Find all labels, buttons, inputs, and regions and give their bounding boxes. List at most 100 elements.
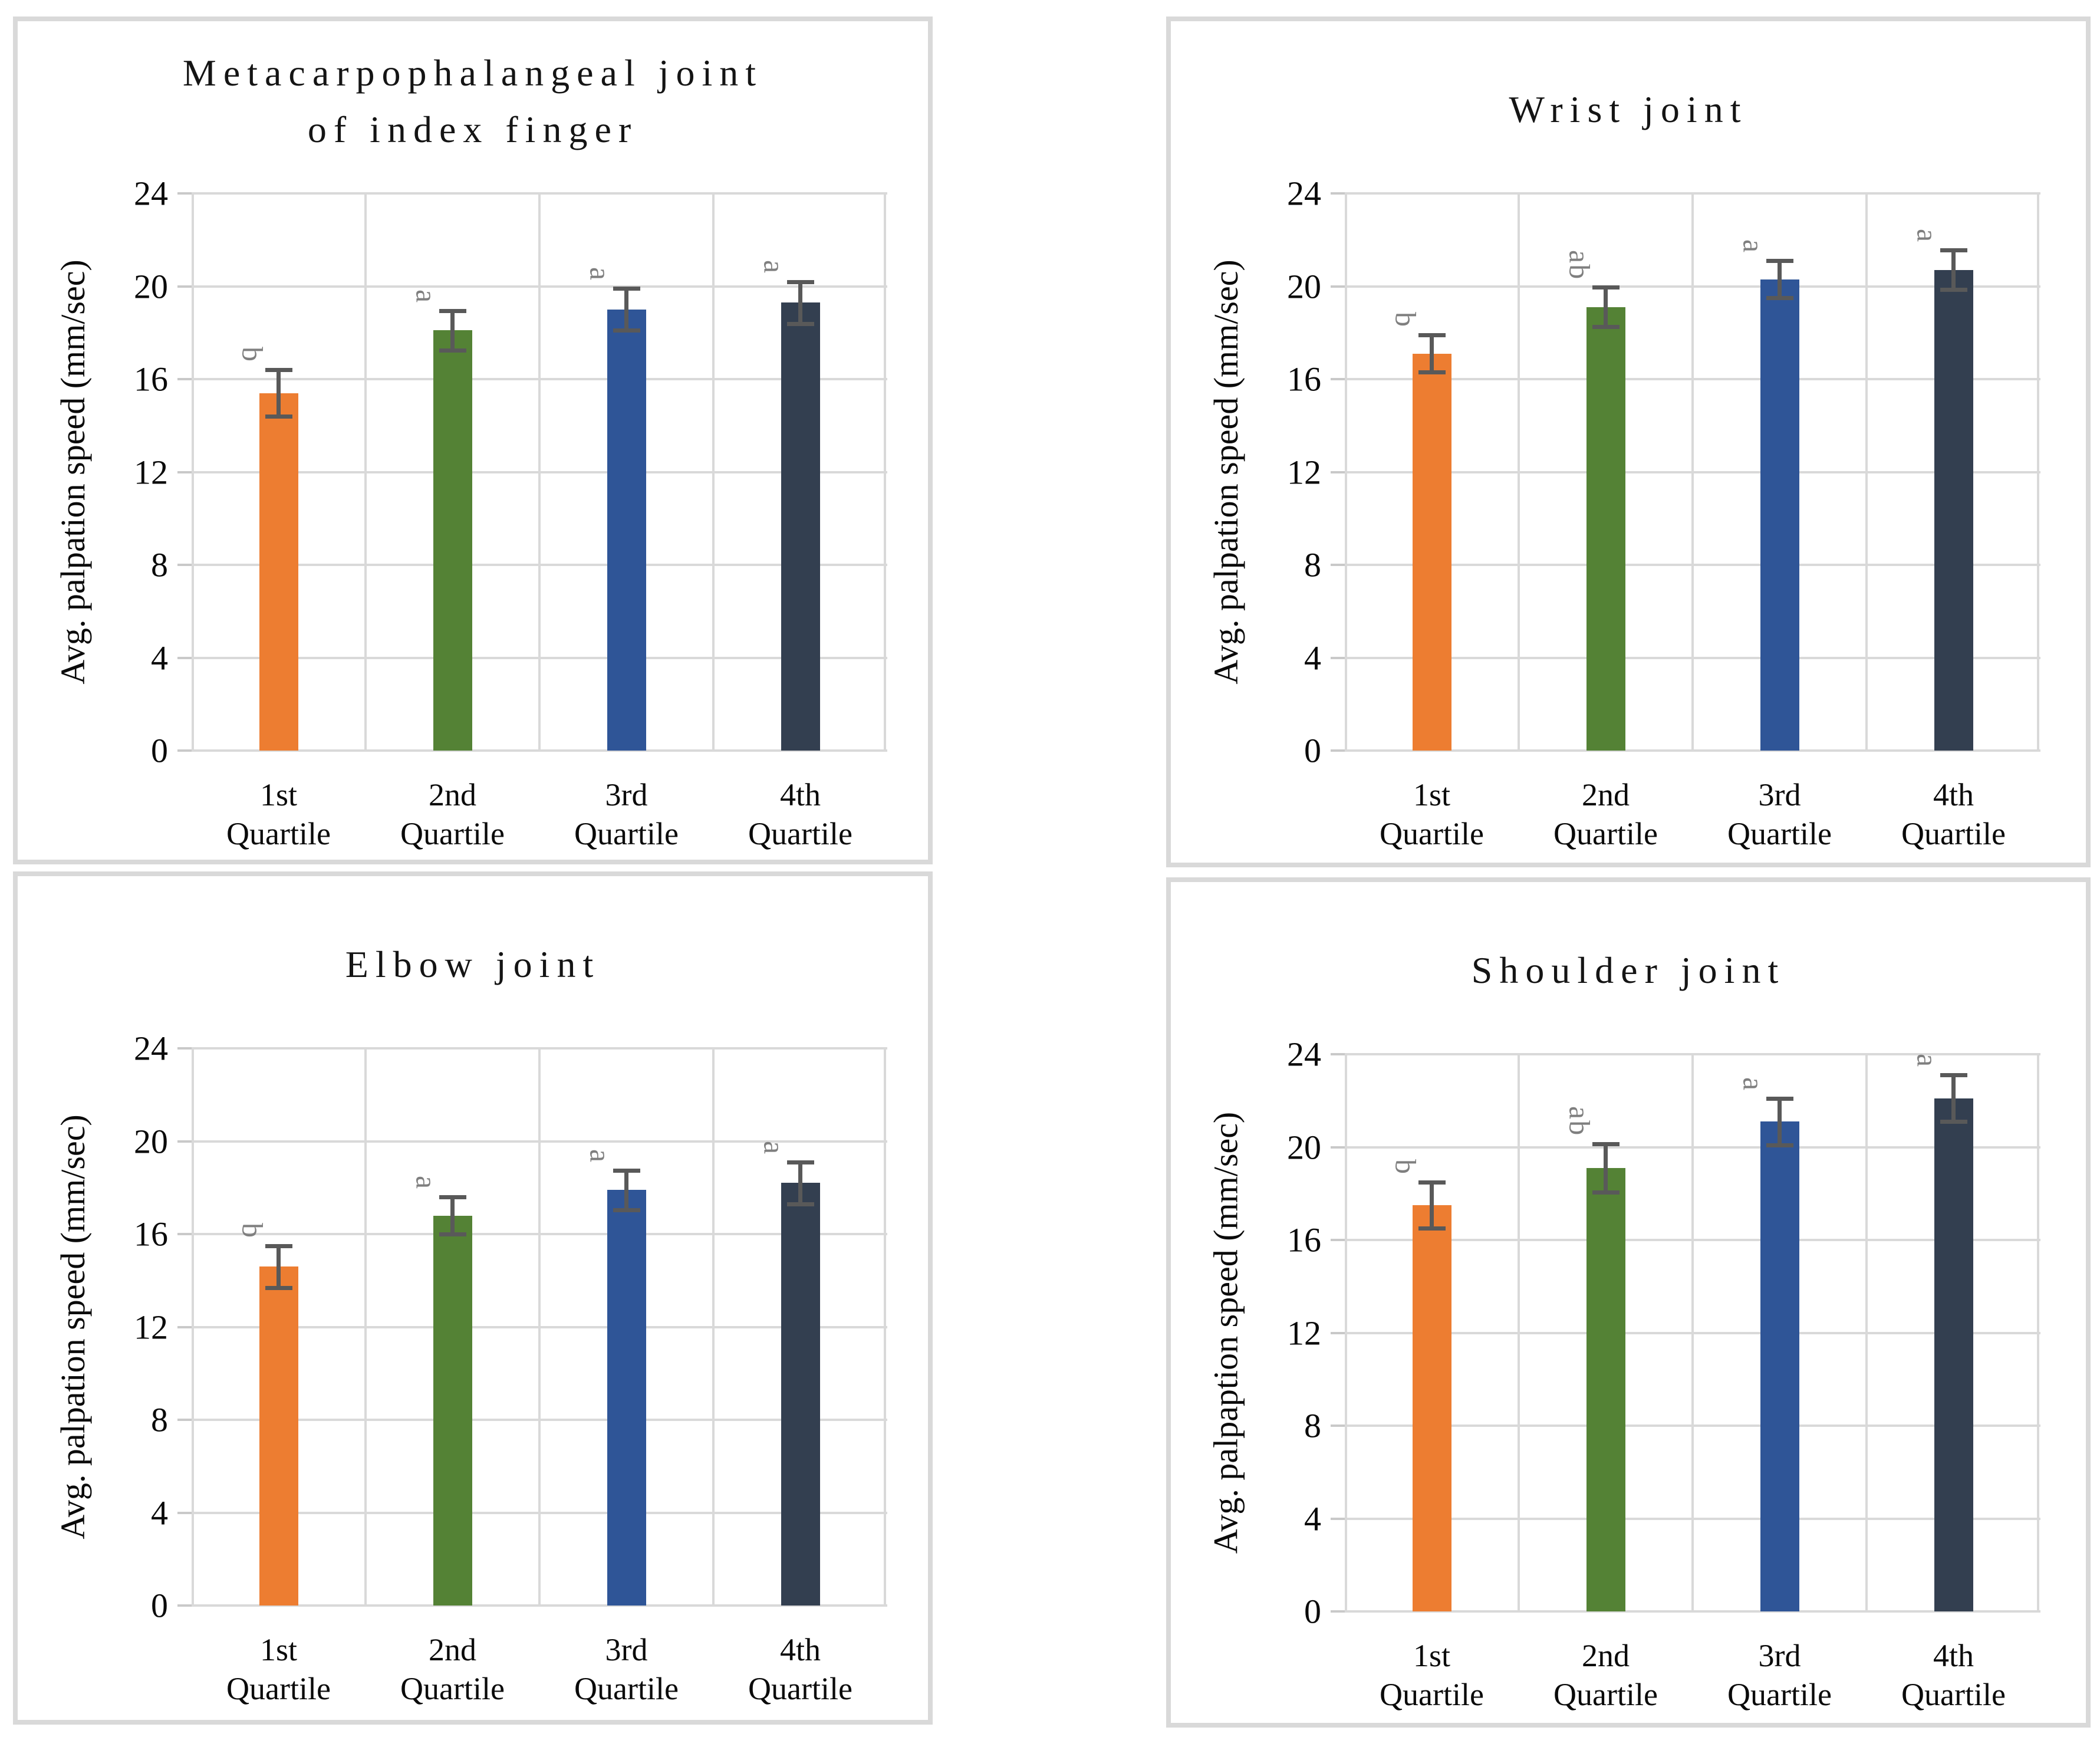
gridline-vertical — [884, 1048, 886, 1606]
x-tick-label-line-2: Quartile — [226, 816, 331, 851]
x-tick-label: 4th Quartile — [1867, 1636, 2040, 1714]
error-bar-cap-top — [439, 1195, 466, 1199]
x-tick-label-line-2: Quartile — [226, 1671, 331, 1706]
x-tick-label-line-2: Quartile — [748, 1671, 852, 1706]
y-tick-label: 20 — [1287, 1128, 1321, 1166]
error-bar-cap-top — [1766, 1096, 1793, 1101]
x-tick-label-line-1: 3rd — [1758, 1638, 1801, 1673]
y-tick-label: 12 — [1287, 453, 1321, 491]
y-axis-tick-mark — [1331, 749, 1345, 752]
x-tick-label-line-1: 4th — [779, 777, 821, 812]
bar-4th-quartile — [1934, 269, 1973, 751]
x-tick-label: 2nd Quartile — [1519, 775, 1693, 853]
error-bar-line — [1951, 250, 1956, 290]
x-tick-label-line-2: Quartile — [1727, 1677, 1832, 1712]
significance-letter: b — [236, 347, 269, 363]
y-axis-tick-mark — [177, 656, 192, 659]
bar-2nd-quartile — [433, 330, 472, 751]
error-bar-cap-bottom — [265, 414, 292, 419]
panel-elbow-joint: Elbow joint Avg. palpation speed (mm/sec… — [13, 871, 933, 1725]
y-tick-label: 0 — [1304, 1592, 1321, 1631]
error-bar-cap-bottom — [613, 328, 640, 333]
x-tick-label: 4th Quartile — [1867, 775, 2040, 853]
significance-letter: a — [584, 267, 617, 282]
bar-3rd-quartile — [607, 309, 646, 751]
error-bar-line — [1778, 1098, 1782, 1145]
y-tick-label: 4 — [1304, 1499, 1321, 1538]
x-tick-label: 3rd Quartile — [1693, 1636, 1867, 1714]
error-bar-cap-top — [265, 1243, 292, 1248]
error-bar-cap-bottom — [265, 1285, 292, 1290]
significance-letter: a — [1737, 1077, 1770, 1091]
gridline-vertical — [1518, 193, 1520, 751]
y-axis-tick-mark — [177, 192, 192, 195]
x-tick-label: 3rd Quartile — [539, 775, 713, 853]
error-bar-cap-bottom — [1418, 1226, 1446, 1231]
y-tick-label: 4 — [1304, 639, 1321, 677]
x-tick-label-line-2: Quartile — [748, 816, 852, 851]
x-tick-label-line-1: 3rd — [605, 1632, 648, 1667]
y-axis-tick-mark — [1331, 564, 1345, 566]
error-bar-line — [1604, 1143, 1608, 1193]
gridline-vertical — [364, 193, 367, 751]
y-axis-tick-mark — [177, 1419, 192, 1421]
error-bar-line — [1778, 261, 1782, 298]
y-tick-label: 4 — [151, 639, 168, 677]
gridline-vertical — [1691, 1054, 1694, 1611]
x-tick-label: 2nd Quartile — [1519, 1636, 1693, 1714]
gridline-vertical — [538, 193, 541, 751]
x-tick-label-line-1: 1st — [1413, 777, 1451, 812]
gridline-horizontal — [192, 1604, 887, 1607]
error-bar-line — [450, 310, 455, 350]
gridline-vertical — [1865, 193, 1868, 751]
bar-4th-quartile — [781, 1183, 820, 1606]
error-bar-cap-bottom — [1940, 1120, 1967, 1124]
y-tick-label: 8 — [151, 545, 168, 584]
chart-title-line-2: of index finger — [307, 108, 638, 150]
x-tick-label-line-2: Quartile — [400, 1671, 505, 1706]
y-tick-label: 12 — [134, 1308, 168, 1346]
significance-letter: a — [758, 1140, 791, 1155]
error-bar-cap-bottom — [786, 1202, 814, 1206]
error-bar-cap-top — [1592, 285, 1620, 290]
gridline-vertical — [2037, 193, 2039, 751]
x-tick-label-line-2: Quartile — [1380, 816, 1484, 851]
gridline-vertical — [192, 193, 194, 751]
y-axis-tick-mark — [177, 285, 192, 288]
y-tick-label: 16 — [1287, 360, 1321, 399]
bar-3rd-quartile — [607, 1190, 646, 1606]
y-tick-label: 0 — [151, 731, 168, 770]
bar-2nd-quartile — [1586, 1167, 1625, 1611]
x-tick-label-line-1: 2nd — [1582, 1638, 1630, 1673]
y-axis-tick-mark — [1331, 192, 1345, 195]
x-tick-label-line-1: 2nd — [1582, 777, 1630, 812]
significance-letter: a — [410, 289, 443, 304]
y-tick-label: 8 — [151, 1400, 168, 1439]
error-bar-line — [1951, 1075, 1956, 1122]
plot-area: 0 4 8 12 16 20 24 b 1st Quartile a 2nd Quartile a 3rd Q… — [134, 1029, 887, 1706]
error-bar-cap-top — [1592, 1141, 1620, 1146]
gridline-vertical — [712, 193, 715, 751]
chart-title: Shoulder joint — [1171, 942, 2086, 999]
x-tick-label: 4th Quartile — [713, 1630, 887, 1708]
error-bar-line — [277, 370, 281, 416]
significance-letter: b — [1389, 312, 1423, 328]
significance-letter: b — [236, 1222, 269, 1239]
y-axis-tick-mark — [177, 1511, 192, 1514]
x-tick-label-line-1: 3rd — [605, 777, 648, 812]
x-tick-label: 4th Quartile — [713, 775, 887, 853]
y-axis-tick-mark — [177, 1233, 192, 1235]
error-bar-cap-top — [786, 279, 814, 284]
significance-letter: a — [1911, 229, 1944, 244]
plot-area: 0 4 8 12 16 20 24 b 1st Quartile ab 2nd Quartile a 3rd… — [1287, 1035, 2040, 1712]
y-axis-tick-mark — [1331, 1425, 1345, 1427]
x-tick-label-line-1: 3rd — [1758, 777, 1801, 812]
y-tick-label: 16 — [134, 1215, 168, 1254]
error-bar-cap-bottom — [786, 321, 814, 326]
bar-1st-quartile — [1412, 1205, 1451, 1611]
chart-title: Elbow joint — [18, 936, 928, 993]
x-tick-label-line-2: Quartile — [574, 816, 679, 851]
gridline-vertical — [1345, 193, 1347, 751]
bar-4th-quartile — [1934, 1098, 1973, 1611]
significance-letter: a — [1911, 1054, 1944, 1068]
